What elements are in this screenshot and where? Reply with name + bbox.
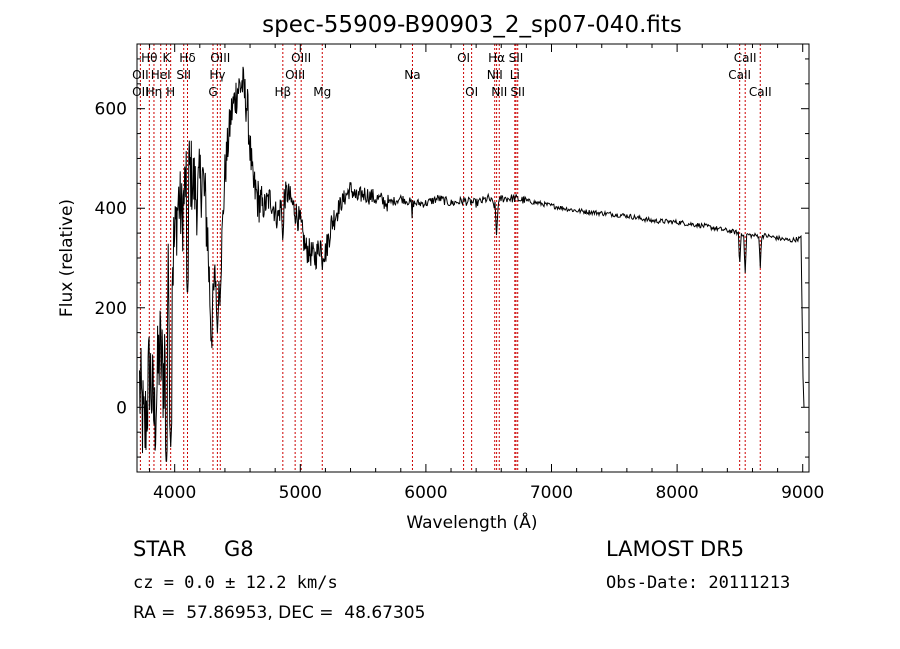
line-marker-label-11: G <box>208 85 217 99</box>
plot-frame <box>136 43 810 473</box>
line-marker-label-19: Hα <box>488 51 505 65</box>
coordinates-text: RA = 57.86953, DEC = 48.67305 <box>133 603 426 623</box>
line-marker-label-5: HeI <box>151 68 171 82</box>
redshift-text: cz = 0.0 ± 12.2 km/s <box>133 573 338 593</box>
line-marker-label-16: Na <box>404 68 420 82</box>
line-marker-label-10: Hγ <box>209 68 225 82</box>
line-marker-label-13: OIII <box>291 51 311 65</box>
line-marker-label-23: Li <box>510 68 520 82</box>
line-marker-label-24: SII <box>510 85 525 99</box>
line-marker-label-1: OII <box>132 68 149 82</box>
y-tick-label-0: 0 <box>116 398 127 418</box>
x-tick-label-5: 9000 <box>781 483 824 503</box>
x-tick-label-4: 8000 <box>655 483 698 503</box>
line-marker-label-25: CaII <box>734 51 757 65</box>
line-marker-label-20: NII <box>487 68 503 82</box>
x-tick-label-2: 6000 <box>404 483 447 503</box>
object-type: STAR <box>133 537 187 561</box>
line-marker-label-21: NII <box>491 85 507 99</box>
y-axis: 0 200 400 600 <box>95 58 809 458</box>
line-marker-label-9: OIII <box>210 51 230 65</box>
line-marker-label-15: Mg <box>313 85 331 99</box>
line-marker-label-3: Hη <box>146 85 163 99</box>
survey-name: LAMOST DR5 <box>606 537 745 561</box>
line-marker-label-12: Hβ <box>274 85 291 99</box>
line-markers <box>139 44 761 472</box>
x-axis-label: Wavelength (Å) <box>406 511 537 533</box>
line-marker-label-22: SII <box>509 51 524 65</box>
spectrum-line <box>139 66 805 462</box>
line-marker-label-17: OI <box>457 51 470 65</box>
line-marker-label-18: OI <box>465 85 478 99</box>
observation-date: Obs-Date: 20111213 <box>606 573 791 593</box>
line-marker-label-8: SII <box>176 68 191 82</box>
line-marker-label-26: CaII <box>728 68 751 82</box>
line-marker-label-27: CaII <box>749 85 772 99</box>
y-tick-label-1: 200 <box>95 299 127 319</box>
line-marker-label-4: K <box>162 51 171 65</box>
x-tick-label-0: 4000 <box>153 483 196 503</box>
line-marker-label-0: Hθ <box>141 51 157 65</box>
y-tick-label-2: 400 <box>95 199 127 219</box>
line-marker-label-6: H <box>166 85 175 99</box>
line-marker-label-2: OII <box>132 85 149 99</box>
line-marker-label-7: Hδ <box>179 51 195 65</box>
chart-title: spec-55909-B90903_2_sp07-040.fits <box>262 12 682 38</box>
x-tick-label-1: 5000 <box>279 483 322 503</box>
y-tick-label-3: 600 <box>95 100 127 120</box>
line-marker-label-14: OIII <box>285 68 305 82</box>
y-axis-label: Flux (relative) <box>57 199 77 317</box>
object-class: G8 <box>224 537 254 561</box>
x-axis: 4000 5000 6000 7000 8000 9000 <box>149 44 824 503</box>
x-tick-label-3: 7000 <box>530 483 573 503</box>
